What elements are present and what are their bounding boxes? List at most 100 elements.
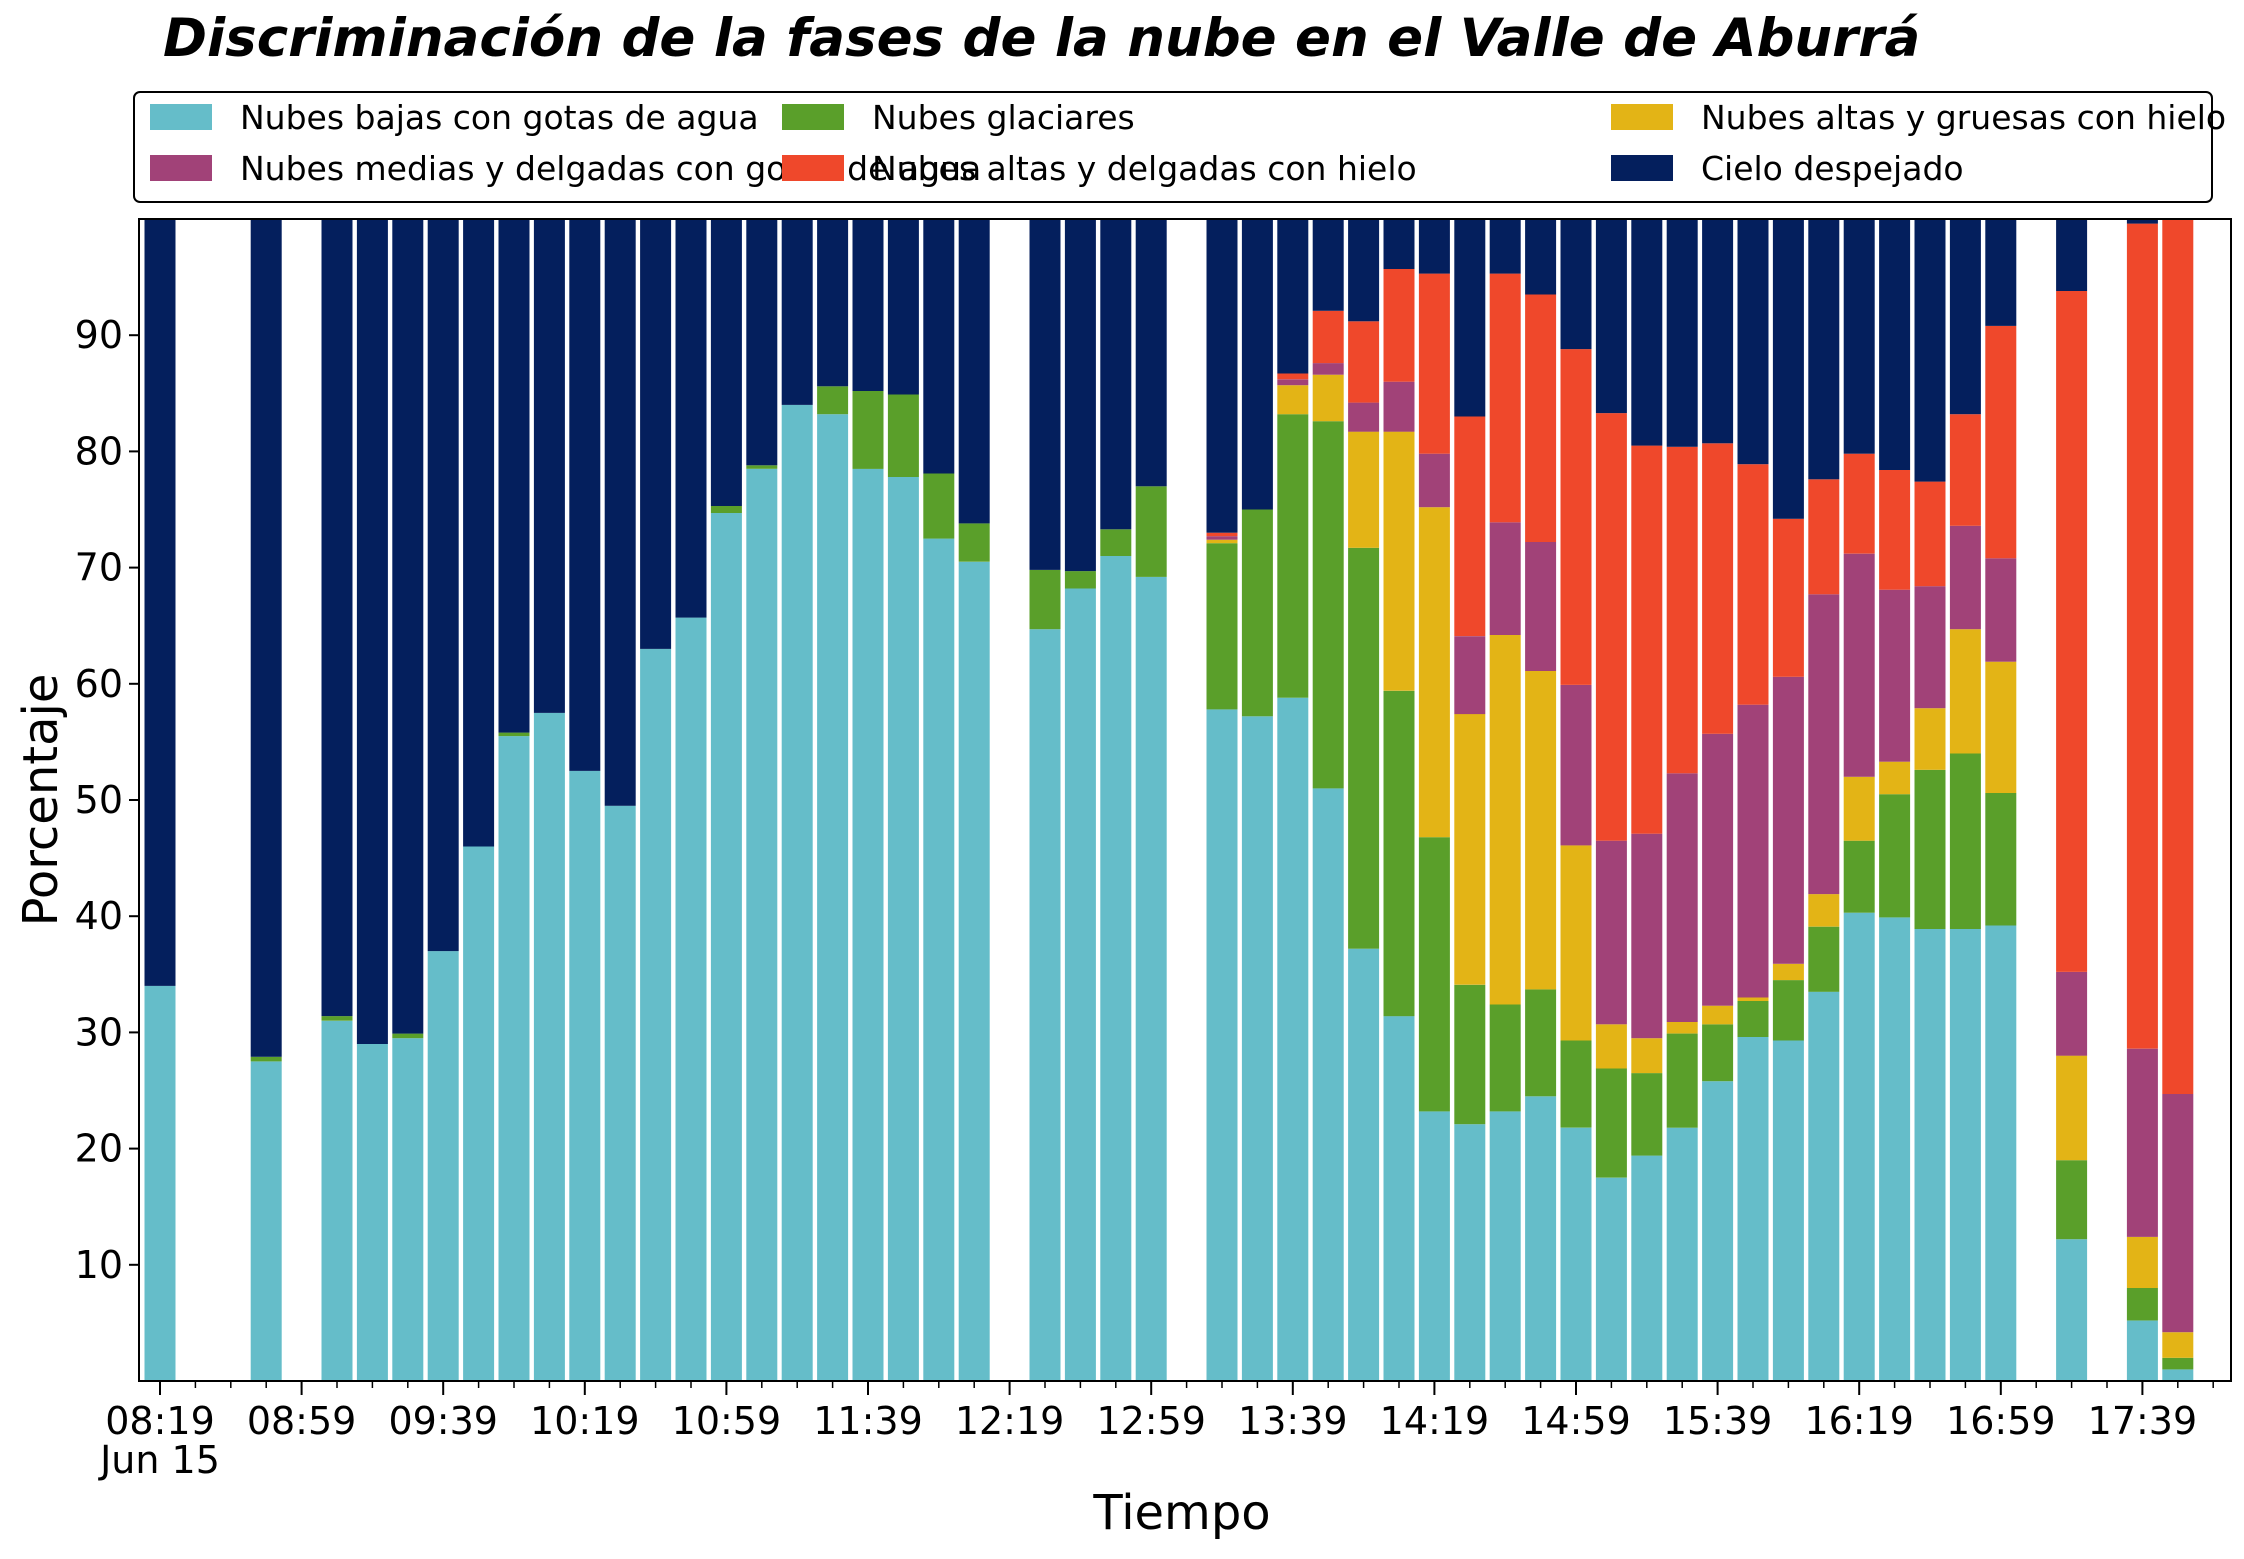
bar-segment	[2126, 1236, 2158, 1288]
bar-segment	[1383, 1016, 1415, 1381]
y-tick-label: 80	[75, 429, 123, 473]
bar-segment	[1312, 374, 1344, 422]
bar-segment	[604, 805, 636, 1381]
x-tick-label: 11:39	[813, 1399, 923, 1443]
bar-segment	[498, 736, 530, 1381]
bar-segment	[1737, 704, 1769, 998]
bar-segment	[1560, 219, 1592, 350]
bar-segment	[1277, 385, 1309, 415]
chart-title: Discriminación de la fases de la nube en…	[163, 8, 1920, 69]
bar-segment	[1241, 219, 1273, 510]
legend-label-nubes-altas-y-delgadas-con-hielo: Nubes altas y delgadas con hielo	[872, 149, 1417, 188]
bar-segment	[1772, 676, 1804, 964]
bar-segment	[250, 1056, 282, 1062]
bar-segment	[392, 219, 424, 1034]
bar-segment	[1772, 1040, 1804, 1381]
bar-segment	[1879, 470, 1911, 590]
bar-segment	[2162, 1332, 2194, 1358]
bar-segment	[1985, 219, 2017, 326]
bar-segment	[1383, 269, 1415, 382]
bar-segment	[1277, 414, 1309, 698]
bar-segment	[1737, 464, 1769, 705]
bar-segment	[1737, 1037, 1769, 1381]
bar-segment	[1737, 219, 1769, 465]
bar-segment	[1666, 1127, 1698, 1381]
bar-segment	[1454, 984, 1486, 1125]
bar-segment	[1489, 219, 1521, 274]
bar-segment	[1454, 416, 1486, 637]
x-tick-label: 14:19	[1380, 1399, 1490, 1443]
bar-segment	[1312, 788, 1344, 1381]
x-tick-label: 08:19	[105, 1399, 215, 1443]
bar-segment	[1808, 594, 1840, 895]
bar-segment	[463, 846, 495, 1381]
x-tick-label: 12:19	[955, 1399, 1065, 1443]
bar-segment	[1631, 833, 1663, 1039]
bar-segment	[498, 732, 530, 737]
bar-segment	[1666, 1021, 1698, 1034]
bar-segment	[781, 404, 813, 1381]
bar-segment	[1808, 991, 1840, 1381]
bar-segment	[144, 219, 176, 986]
x-tick-label: 15:39	[1663, 1399, 1773, 1443]
bar-segment	[1277, 219, 1309, 374]
bar-segment	[427, 951, 459, 1381]
bar-segment	[1843, 219, 1875, 454]
x-tick-label: 14:59	[1521, 1399, 1631, 1443]
bar-segment	[1418, 1111, 1450, 1381]
bar-segment	[2056, 291, 2088, 972]
bar-segment	[1985, 793, 2017, 926]
bar-segment	[250, 219, 282, 1057]
bar-segment	[1064, 219, 1096, 572]
y-tick-label: 50	[75, 778, 123, 822]
bar-segment	[1418, 507, 1450, 838]
bar-segment	[1100, 529, 1132, 556]
bar-segment	[923, 538, 955, 1381]
bar-segment	[321, 219, 353, 1017]
y-tick-label: 10	[75, 1243, 123, 1287]
bar-segment	[1772, 963, 1804, 981]
bar-segment	[1702, 1024, 1734, 1082]
bar-segment	[1560, 349, 1592, 685]
bar-segment	[1843, 840, 1875, 913]
bar-segment	[1206, 219, 1238, 533]
bar-segment	[1879, 219, 1911, 470]
bar-segment	[710, 219, 742, 506]
bar-segment	[1879, 917, 1911, 1381]
bar-segment	[1631, 1155, 1663, 1381]
bar-segment	[321, 1020, 353, 1381]
bar-segment	[250, 1061, 282, 1381]
bar-segment	[1525, 989, 1557, 1097]
bar-segment	[498, 219, 530, 733]
x-tick-label: 13:39	[1238, 1399, 1348, 1443]
bar-segment	[1206, 539, 1238, 544]
bar-segment	[1348, 402, 1380, 432]
bar-segment	[1737, 997, 1769, 1001]
bar-segment	[1595, 1177, 1627, 1381]
bar-segment	[1525, 542, 1557, 671]
x-tick-label: 17:39	[2088, 1399, 2198, 1443]
bar-segment	[1312, 421, 1344, 789]
bar-segment	[1100, 219, 1132, 530]
bar-segment	[1454, 219, 1486, 417]
bar-segment	[2056, 972, 2088, 1056]
bar-segment	[1135, 576, 1167, 1381]
bar-segment	[2126, 1320, 2158, 1381]
bar-segment	[569, 219, 601, 771]
bar-segment	[746, 468, 778, 1381]
bar-segment	[604, 219, 636, 806]
bar-segment	[1772, 980, 1804, 1041]
y-tick-label: 40	[75, 894, 123, 938]
bar-segment	[1914, 219, 1946, 482]
x-tick-label: 16:19	[1804, 1399, 1914, 1443]
bar-segment	[1489, 1111, 1521, 1381]
bar-segment	[1029, 219, 1061, 570]
bar-segment	[1666, 1033, 1698, 1128]
x-tick-label: 10:59	[672, 1399, 782, 1443]
bar-segment	[1702, 443, 1734, 734]
bar-segment	[675, 219, 707, 618]
x-axis-date-label: Jun 15	[98, 1438, 220, 1482]
bar-segment	[1808, 894, 1840, 927]
bar-segment	[2126, 219, 2158, 224]
